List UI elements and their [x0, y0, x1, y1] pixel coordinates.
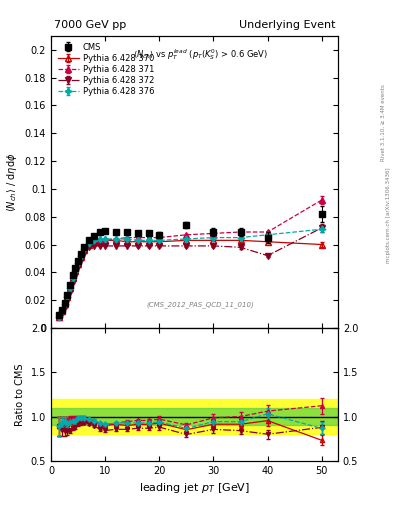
Text: (CMS_2012_PAS_QCD_11_010): (CMS_2012_PAS_QCD_11_010)	[147, 301, 254, 308]
Text: 7000 GeV pp: 7000 GeV pp	[54, 20, 126, 30]
X-axis label: leading jet $p_T$ [GeV]: leading jet $p_T$ [GeV]	[139, 481, 250, 495]
Y-axis label: Ratio to CMS: Ratio to CMS	[15, 363, 25, 425]
Legend: CMS, Pythia 6.428 370, Pythia 6.428 371, Pythia 6.428 372, Pythia 6.428 376: CMS, Pythia 6.428 370, Pythia 6.428 371,…	[55, 40, 157, 98]
Text: mcplots.cern.ch [arXiv:1306.3436]: mcplots.cern.ch [arXiv:1306.3436]	[386, 167, 391, 263]
Bar	[51, 408, 338, 425]
Bar	[51, 399, 338, 434]
Text: Underlying Event: Underlying Event	[239, 20, 335, 30]
Text: Rivet 3.1.10, ≥ 3.4M events: Rivet 3.1.10, ≥ 3.4M events	[381, 84, 386, 161]
Text: $\langle N_{ch}\rangle$ vs $p_T^{lead}$ ($p_T(K^0_S)$ > 0.6 GeV): $\langle N_{ch}\rangle$ vs $p_T^{lead}$ …	[133, 48, 268, 62]
Y-axis label: $\langle N_{ch} \rangle$ / d$\eta$d$\phi$: $\langle N_{ch} \rangle$ / d$\eta$d$\phi…	[5, 152, 19, 211]
